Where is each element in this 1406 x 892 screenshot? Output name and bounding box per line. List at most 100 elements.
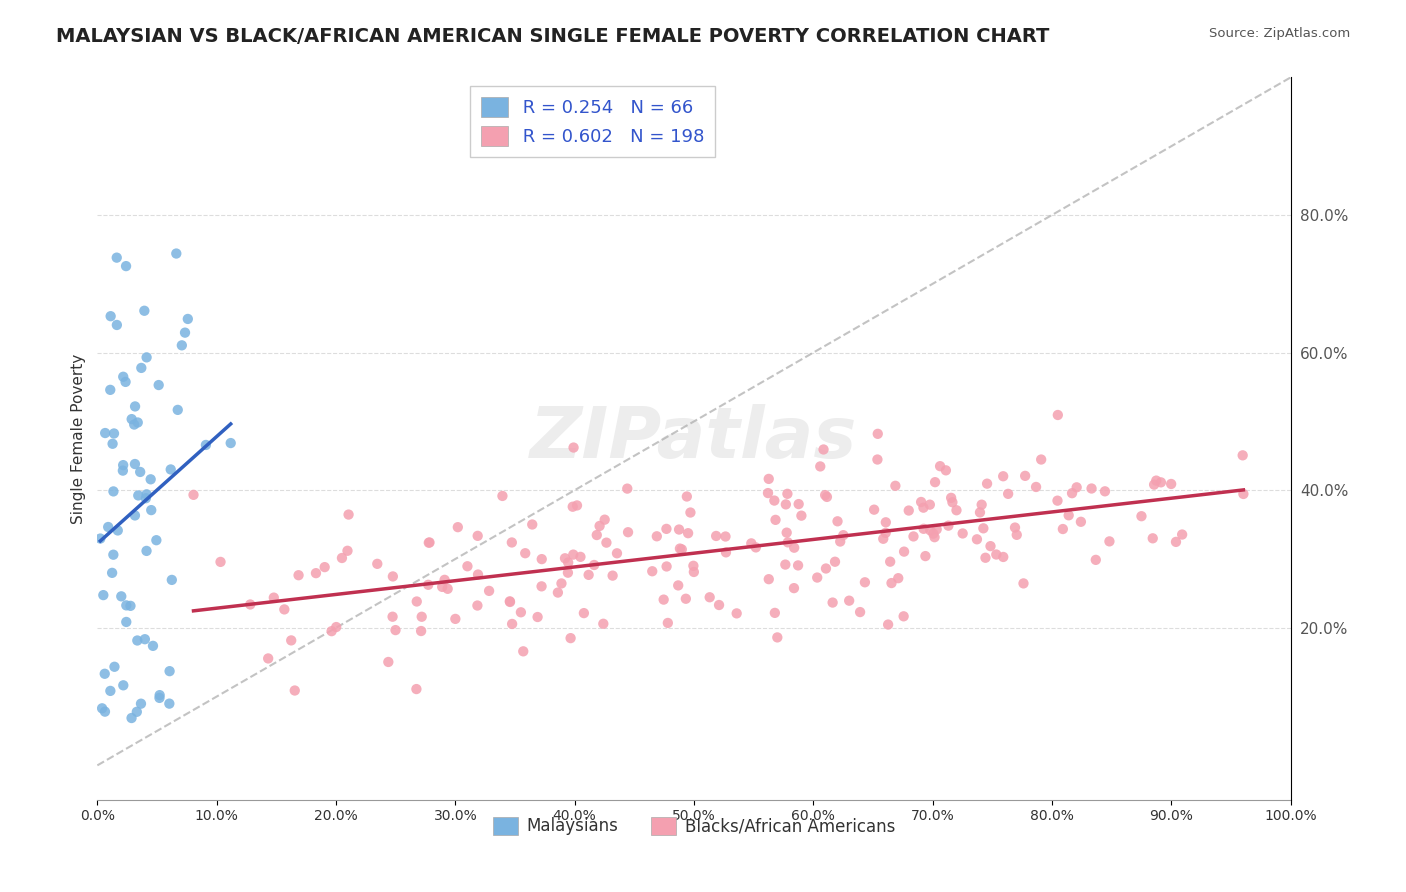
Point: [127, 416, 149, 430]
Point: [501, 616, 523, 631]
Point: [418, 535, 440, 549]
Point: [103, 484, 125, 499]
Point: [1098, 534, 1121, 549]
Point: [986, 548, 1008, 562]
Point: [159, 664, 181, 678]
Point: [314, 560, 336, 574]
Text: ZIPatlas: ZIPatlas: [530, 404, 858, 473]
Point: [124, 457, 146, 471]
Point: [671, 542, 693, 557]
Point: [561, 500, 583, 514]
Point: [478, 583, 501, 598]
Point: [89, 532, 111, 546]
Point: [832, 528, 855, 542]
Point: [444, 612, 467, 626]
Point: [183, 488, 205, 502]
Point: [884, 479, 907, 493]
Point: [813, 442, 835, 457]
Point: [436, 582, 458, 596]
Point: [758, 472, 780, 486]
Point: [583, 558, 606, 572]
Point: [585, 528, 607, 542]
Point: [814, 561, 837, 575]
Point: [177, 312, 200, 326]
Point: [550, 576, 572, 591]
Point: [418, 535, 440, 549]
Point: [129, 465, 152, 479]
Point: [554, 551, 576, 566]
Point: [467, 567, 489, 582]
Point: [515, 546, 537, 560]
Point: [432, 580, 454, 594]
Point: [765, 513, 787, 527]
Point: [115, 615, 138, 629]
Point: [280, 633, 302, 648]
Point: [94, 425, 117, 440]
Point: [562, 441, 585, 455]
Point: [467, 599, 489, 613]
Point: [122, 417, 145, 432]
Point: [699, 591, 721, 605]
Point: [655, 522, 678, 536]
Point: [910, 495, 932, 509]
Point: [763, 493, 786, 508]
Point: [914, 549, 936, 563]
Point: [157, 697, 180, 711]
Point: [592, 616, 614, 631]
Point: [1025, 480, 1047, 494]
Point: [918, 498, 941, 512]
Point: [1057, 508, 1080, 523]
Point: [863, 502, 886, 516]
Point: [145, 533, 167, 548]
Point: [970, 498, 993, 512]
Point: [1142, 531, 1164, 545]
Point: [1232, 448, 1254, 462]
Point: [287, 568, 309, 582]
Point: [966, 533, 988, 547]
Point: [787, 497, 810, 511]
Point: [740, 536, 762, 550]
Point: [1070, 515, 1092, 529]
Point: [91, 588, 114, 602]
Point: [1164, 535, 1187, 549]
Point: [641, 564, 664, 578]
Y-axis label: Single Female Poverty: Single Female Poverty: [72, 353, 86, 524]
Point: [120, 599, 142, 613]
Point: [337, 508, 360, 522]
Point: [557, 556, 579, 570]
Point: [617, 525, 640, 540]
Point: [593, 513, 616, 527]
Point: [239, 598, 262, 612]
Point: [666, 578, 689, 592]
Point: [121, 412, 143, 426]
Point: [565, 499, 588, 513]
Point: [1060, 486, 1083, 500]
Point: [979, 539, 1001, 553]
Point: [939, 491, 962, 505]
Point: [131, 360, 153, 375]
Point: [1094, 484, 1116, 499]
Point: [98, 383, 121, 397]
Point: [411, 609, 433, 624]
Point: [103, 660, 125, 674]
Point: [578, 567, 600, 582]
Point: [115, 259, 138, 273]
Point: [325, 620, 347, 634]
Point: [165, 246, 187, 260]
Point: [924, 475, 946, 490]
Point: [149, 688, 172, 702]
Point: [148, 378, 170, 392]
Point: [148, 690, 170, 705]
Point: [1012, 576, 1035, 591]
Point: [929, 459, 952, 474]
Point: [499, 594, 522, 608]
Point: [866, 452, 889, 467]
Point: [509, 605, 531, 619]
Point: [321, 624, 343, 639]
Point: [941, 495, 963, 509]
Point: [111, 464, 134, 478]
Point: [366, 557, 388, 571]
Point: [1144, 474, 1167, 488]
Point: [141, 503, 163, 517]
Point: [766, 631, 789, 645]
